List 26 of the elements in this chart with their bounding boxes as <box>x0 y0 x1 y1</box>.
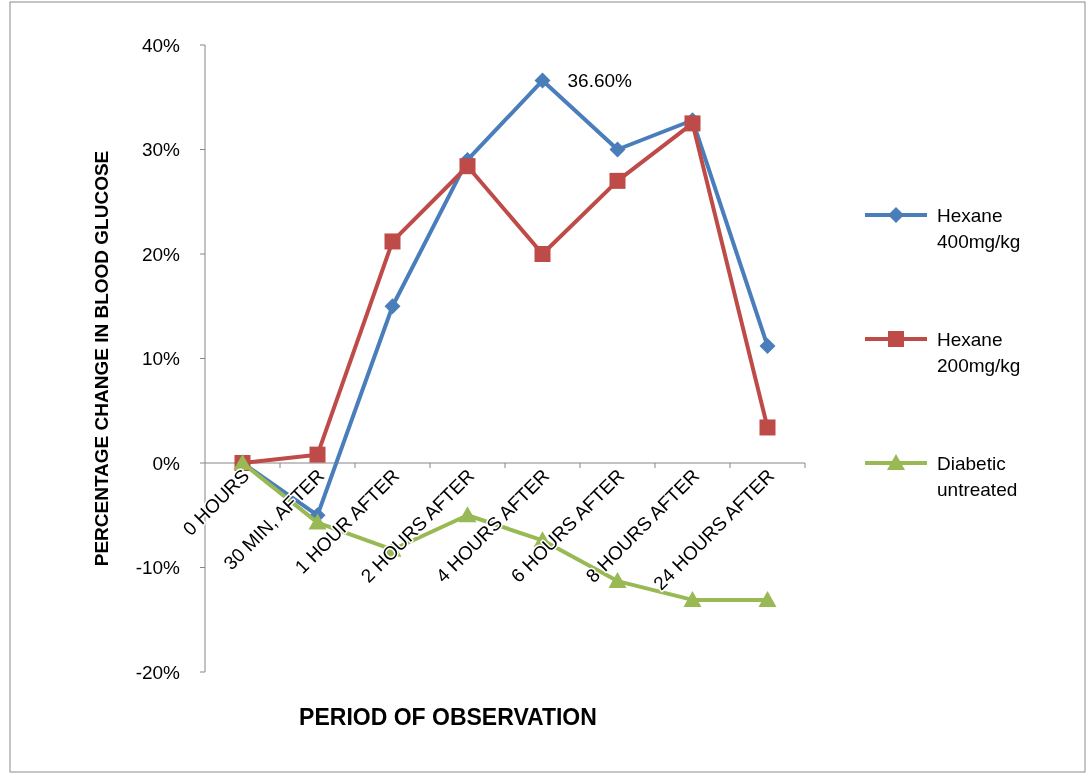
y-axis-title: PERCENTAGE CHANGE IN BLOOD GLUCOSE <box>91 150 112 567</box>
point <box>534 72 551 89</box>
x-axis-title: PERIOD OF OBSERVATION <box>299 704 597 730</box>
y-tick-label: 0% <box>152 452 181 474</box>
point <box>758 590 777 607</box>
point <box>459 158 476 175</box>
point <box>384 233 401 250</box>
point <box>609 141 626 158</box>
point <box>384 298 401 315</box>
y-tick-label: 30% <box>141 139 181 161</box>
y-tick-label: 10% <box>141 348 181 370</box>
point <box>683 590 702 607</box>
point <box>759 337 776 354</box>
legend-label: Hexane 400mg/kg <box>937 204 1021 253</box>
point <box>609 172 626 189</box>
legend-label: Hexane 200mg/kg <box>937 328 1021 377</box>
y-tick-label: 20% <box>141 243 181 265</box>
point <box>759 419 776 436</box>
y-tick-label: -20% <box>135 661 181 683</box>
point <box>608 572 627 589</box>
point <box>309 446 326 463</box>
y-tick-label: -10% <box>135 557 181 579</box>
point <box>534 246 551 262</box>
y-tick-label: 40% <box>141 34 181 56</box>
annotation: 36.60% <box>567 70 633 92</box>
legend-label: Diabetic untreated <box>937 452 1018 501</box>
